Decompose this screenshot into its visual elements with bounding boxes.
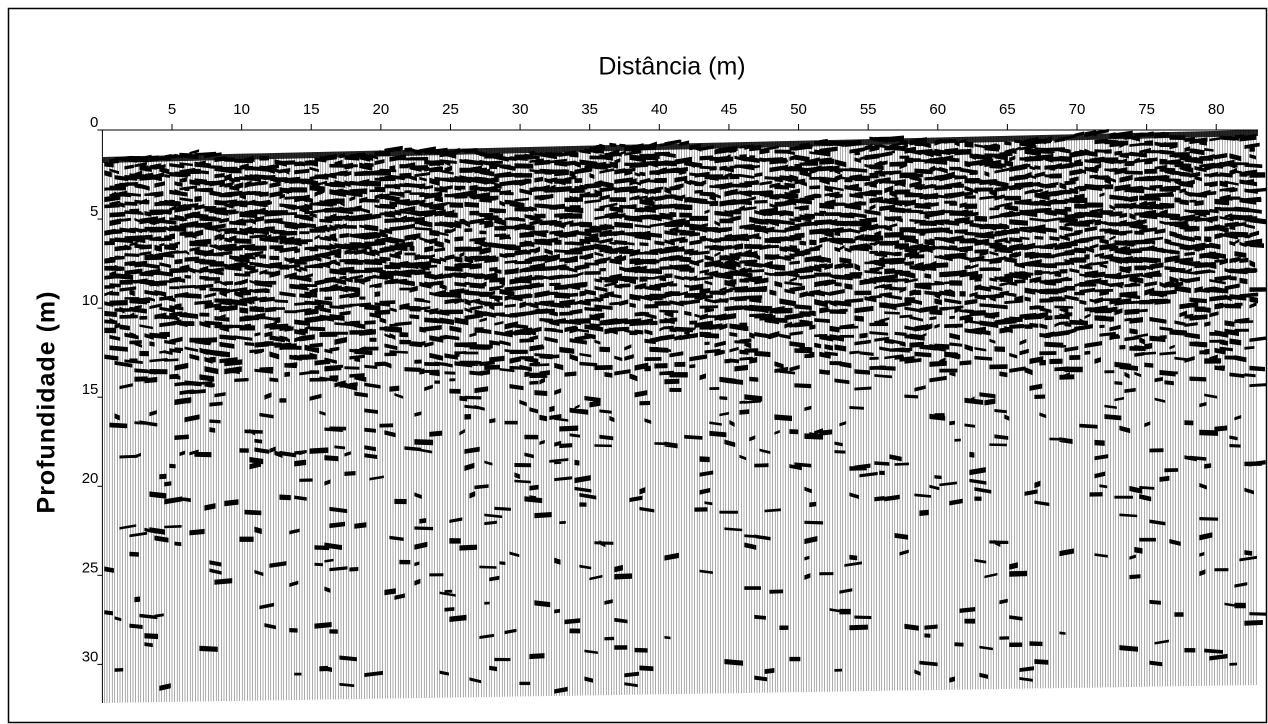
x-tick-label: 15: [303, 101, 320, 118]
x-tick-label: 55: [860, 101, 877, 118]
x-tick-label: 10: [233, 101, 250, 118]
x-tick-label: 70: [1069, 101, 1086, 118]
chart-title: Distância (m): [598, 53, 745, 81]
x-tick-label: 40: [651, 101, 668, 118]
y-axis-label: Profundidade (m): [33, 291, 61, 514]
x-tick-label: 75: [1138, 101, 1155, 118]
x-tick-label: 60: [929, 101, 946, 118]
x-tick-label: 20: [373, 101, 390, 118]
x-tick-label: 80: [1208, 101, 1225, 118]
x-tick-label: 5: [168, 101, 176, 118]
x-tick-label: 65: [999, 101, 1016, 118]
radargram-image: [102, 128, 1267, 703]
y-tick-label: 20: [82, 470, 99, 487]
x-tick-label: 45: [721, 101, 738, 118]
y-tick-label: 10: [82, 292, 99, 309]
x-tick-label: 25: [442, 101, 459, 118]
surface-band: [102, 130, 1258, 163]
y-tick-label: 0: [90, 114, 98, 131]
y-tick-label: 5: [90, 203, 98, 220]
x-tick-label: 35: [581, 101, 598, 118]
reflection-bands: [104, 128, 1267, 694]
x-tick-label: 50: [790, 101, 807, 118]
y-tick-label: 25: [82, 559, 99, 576]
x-tick-label: 30: [512, 101, 529, 118]
y-tick-label: 15: [82, 381, 99, 398]
y-tick-label: 30: [82, 648, 99, 665]
